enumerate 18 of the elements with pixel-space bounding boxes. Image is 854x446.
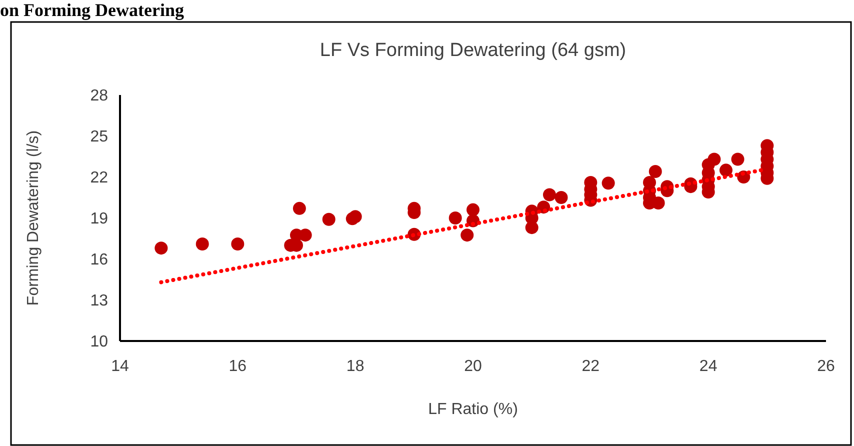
chart-title: LF Vs Forming Dewatering (64 gsm) xyxy=(320,40,626,61)
y-tick-label: 13 xyxy=(90,292,108,310)
x-tick-label: 16 xyxy=(228,358,247,375)
x-tick-label: 26 xyxy=(817,358,835,375)
text: on Forming Dewatering xyxy=(0,0,184,20)
y-tick-label: 28 xyxy=(90,88,108,105)
x-tick-label: 20 xyxy=(464,358,482,375)
x-axis-title: LF Ratio (%) xyxy=(428,401,518,418)
x-tick-label: 22 xyxy=(582,358,600,375)
x-tick-label: 14 xyxy=(111,358,129,375)
y-tick-label: 22 xyxy=(90,170,108,187)
y-tick-label: 25 xyxy=(90,128,108,146)
y-tick-label: 19 xyxy=(90,210,108,228)
y-tick-label: 10 xyxy=(90,334,108,351)
x-tick-label: 24 xyxy=(699,358,718,375)
x-tick-label: 18 xyxy=(346,358,364,375)
y-tick-label: 16 xyxy=(90,252,108,269)
y-axis-title: Forming Dewatering (l/s) xyxy=(25,130,42,306)
